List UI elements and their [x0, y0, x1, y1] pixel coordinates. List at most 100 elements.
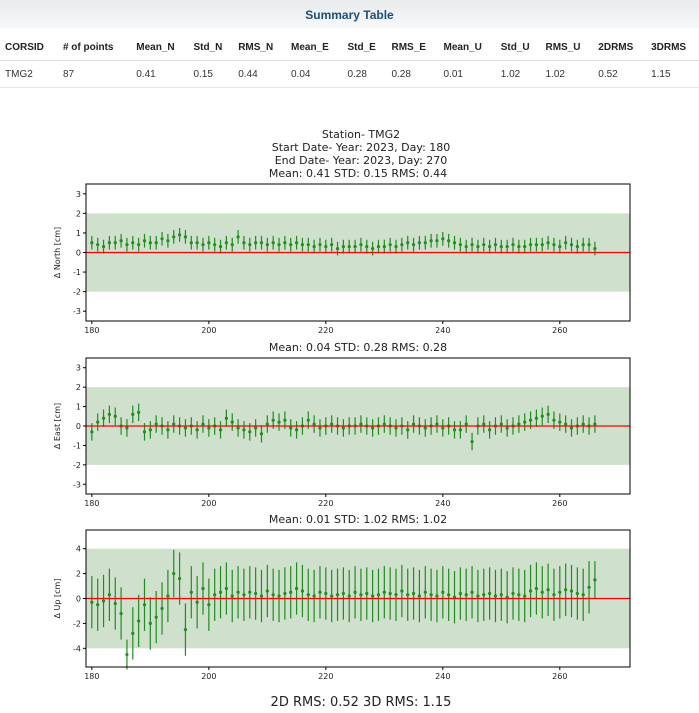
data-point [523, 594, 527, 598]
data-point [441, 426, 445, 430]
summary-cell: 0.44 [233, 60, 286, 88]
data-point [435, 594, 439, 598]
data-point [324, 591, 328, 596]
summary-column-header: Mean_U [438, 34, 496, 61]
data-point [534, 243, 539, 247]
chart-panel: Mean: 0.04 STD: 0.28 RMS: 0.28 -3 -2 -1 0 1 2 3… [53, 341, 631, 508]
data-point [470, 590, 474, 594]
data-point [125, 426, 129, 430]
data-point [154, 615, 158, 619]
data-point [101, 245, 106, 249]
data-point [300, 243, 305, 247]
data-point [564, 422, 568, 426]
data-point [353, 245, 357, 249]
y-tick-label: 1 [76, 229, 81, 238]
data-point [452, 428, 457, 432]
data-point [201, 243, 205, 247]
data-point [517, 245, 521, 249]
data-point [259, 594, 264, 598]
data-point [277, 243, 281, 247]
y-tick-label: 1 [76, 403, 81, 412]
summary-cell: 0.04 [286, 60, 343, 88]
data-point [131, 412, 135, 416]
data-point [294, 586, 299, 591]
summary-column-header: Std_N [188, 34, 234, 61]
data-point [148, 241, 152, 245]
data-point [289, 426, 293, 430]
data-point [482, 422, 486, 426]
data-point [213, 243, 217, 247]
x-tick-label: 180 [84, 499, 99, 508]
data-point [271, 418, 275, 422]
x-tick-label: 200 [201, 672, 216, 681]
data-point [376, 245, 381, 249]
summary-table-title: Summary Table [0, 0, 699, 28]
data-point [417, 594, 422, 598]
data-point [587, 243, 591, 247]
data-point [230, 243, 234, 247]
data-point [371, 246, 375, 251]
data-point [119, 611, 123, 616]
data-point [90, 430, 94, 434]
x-tick-label: 260 [552, 672, 567, 681]
data-point [470, 243, 474, 247]
data-point [318, 426, 322, 430]
data-point [406, 593, 410, 597]
data-point [452, 241, 457, 245]
data-point [242, 428, 246, 432]
data-point [207, 603, 211, 607]
data-point [552, 418, 556, 422]
summary-cell: 1.02 [540, 60, 594, 88]
data-point [137, 619, 141, 623]
data-point [172, 422, 176, 426]
data-point [330, 422, 334, 426]
data-point [347, 245, 351, 249]
x-tick-label: 220 [318, 672, 333, 681]
data-point [236, 426, 240, 430]
data-point [575, 245, 579, 249]
data-point [177, 576, 182, 581]
data-point [593, 578, 597, 582]
data-point [406, 241, 410, 245]
data-point [160, 237, 164, 241]
data-point [224, 416, 228, 420]
data-point [265, 243, 269, 247]
data-point [488, 591, 492, 596]
data-point [493, 243, 498, 247]
data-point [569, 426, 574, 430]
data-point [107, 241, 111, 245]
data-point [569, 243, 574, 247]
data-point [236, 590, 240, 594]
panel-stats-label: Mean: 0.01 STD: 1.02 RMS: 1.02 [269, 513, 447, 526]
data-point [242, 593, 246, 597]
summary-cell: 0.28 [342, 60, 387, 88]
data-point [254, 241, 258, 245]
data-point [254, 426, 258, 430]
data-point [248, 590, 252, 594]
data-point [458, 243, 462, 247]
data-point [201, 586, 205, 591]
data-point [435, 422, 439, 426]
data-point [359, 593, 363, 597]
data-point [371, 594, 375, 598]
data-point [517, 593, 521, 597]
y-tick-label: -2 [73, 288, 81, 297]
data-point [476, 245, 480, 249]
data-point [259, 432, 264, 436]
data-point [517, 422, 521, 426]
x-tick-label: 260 [552, 499, 567, 508]
data-point [587, 585, 591, 589]
data-point [341, 426, 345, 430]
data-point [318, 590, 322, 594]
data-point [96, 603, 100, 607]
data-point [511, 591, 515, 596]
data-point [294, 428, 299, 432]
x-tick-label: 200 [201, 499, 216, 508]
data-point [569, 589, 574, 593]
summary-cell: 0.28 [386, 60, 439, 88]
data-point [365, 591, 369, 596]
data-point [306, 593, 310, 597]
data-point [505, 245, 509, 249]
data-point [488, 245, 492, 249]
data-point [406, 428, 410, 432]
